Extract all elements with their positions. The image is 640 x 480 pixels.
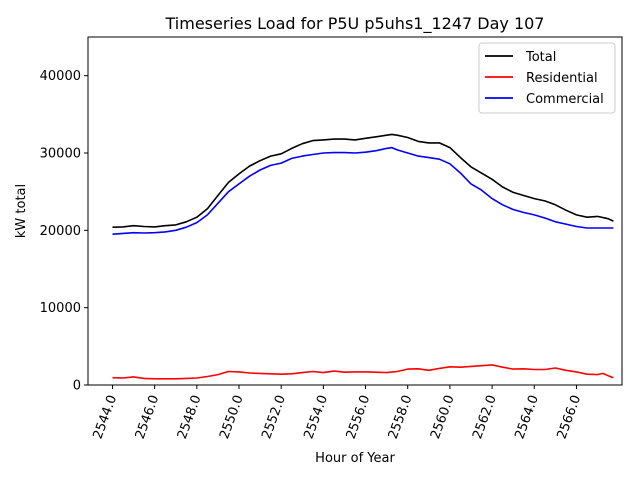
y-tick-label: 10000: [40, 301, 81, 316]
legend-label-residential: Residential: [526, 71, 598, 86]
y-tick-label: 20000: [40, 224, 81, 239]
series-line-total: [112, 133, 614, 228]
chart-title: Timeseries Load for P5U p5uhs1_1247 Day …: [165, 14, 545, 34]
series-line-commercial: [112, 146, 614, 235]
y-axis-label: kW total: [14, 184, 29, 238]
plot-frame: [87, 36, 623, 386]
series-layer: [112, 133, 614, 380]
y-tick-label: 0: [73, 379, 81, 394]
y-tick-label: 30000: [40, 147, 81, 162]
legend-box: [478, 42, 616, 114]
legend-label-total: Total: [525, 50, 556, 65]
legend-label-commercial: Commercial: [526, 92, 604, 107]
series-line-residential: [112, 364, 614, 380]
y-tick-label: 40000: [40, 69, 81, 84]
x-axis-label: Hour of Year: [315, 451, 395, 466]
legend: Total Residential Commercial: [478, 42, 616, 114]
